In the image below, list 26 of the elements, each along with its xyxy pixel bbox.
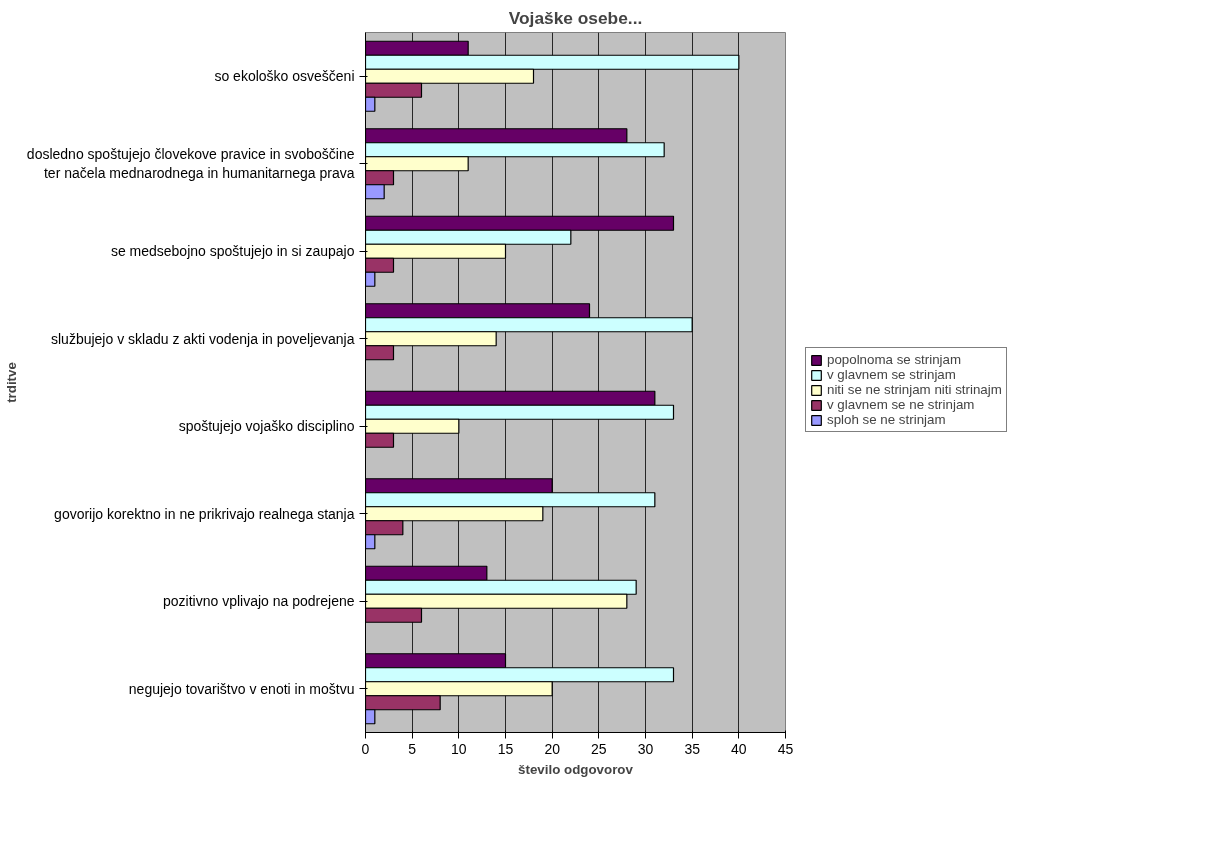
x-tick-label: 0 — [361, 740, 370, 757]
y-tick-label: so ekološko osveščeni — [214, 68, 355, 85]
y-tick-label: se medsebojno spoštujejo in si zaupajo — [110, 243, 355, 260]
y-axis-title: trditve — [3, 362, 19, 403]
x-tick-label: 45 — [777, 740, 794, 757]
y-tick-label: dosledno spoštujejo človekove pravice in svoboščine ter načela mednarodnega in humanitarnega prava — [26, 146, 355, 182]
y-tick-label: službujejo v skladu z akti vodenja in poveljevanja — [50, 330, 355, 347]
x-tick-label: 40 — [731, 740, 747, 757]
x-tick-label: 30 — [637, 740, 654, 757]
x-tick-label: 35 — [684, 740, 701, 757]
y-tick-label: pozitivno vplivajo na podrejene — [163, 593, 355, 610]
legend-label: sploh se ne strinjam — [827, 412, 946, 427]
legend-label: v glavnem se strinjam — [827, 367, 956, 382]
y-tick-label: spoštujejo vojaško disciplino — [178, 418, 355, 435]
x-tick-label: 20 — [544, 740, 561, 757]
legend-label: popolnoma se strinjam — [827, 352, 962, 367]
x-axis-title: število odgovorov — [518, 761, 634, 777]
legend-label: v glavnem se ne strinjam — [827, 397, 975, 412]
chart-title: Vojaške osebe... — [508, 7, 643, 28]
y-tick-label: negujejo tovarištvo v enoti in moštvu — [128, 680, 355, 697]
legend-label: niti se ne strinjam niti strinajm — [827, 382, 1002, 397]
x-tick-label: 15 — [497, 740, 514, 757]
x-tick-label: 10 — [451, 740, 467, 757]
x-tick-label: 5 — [408, 740, 417, 757]
y-tick-label: govorijo korektno in ne prikrivajo realnega stanja — [54, 505, 355, 522]
x-tick-label: 25 — [591, 740, 607, 757]
